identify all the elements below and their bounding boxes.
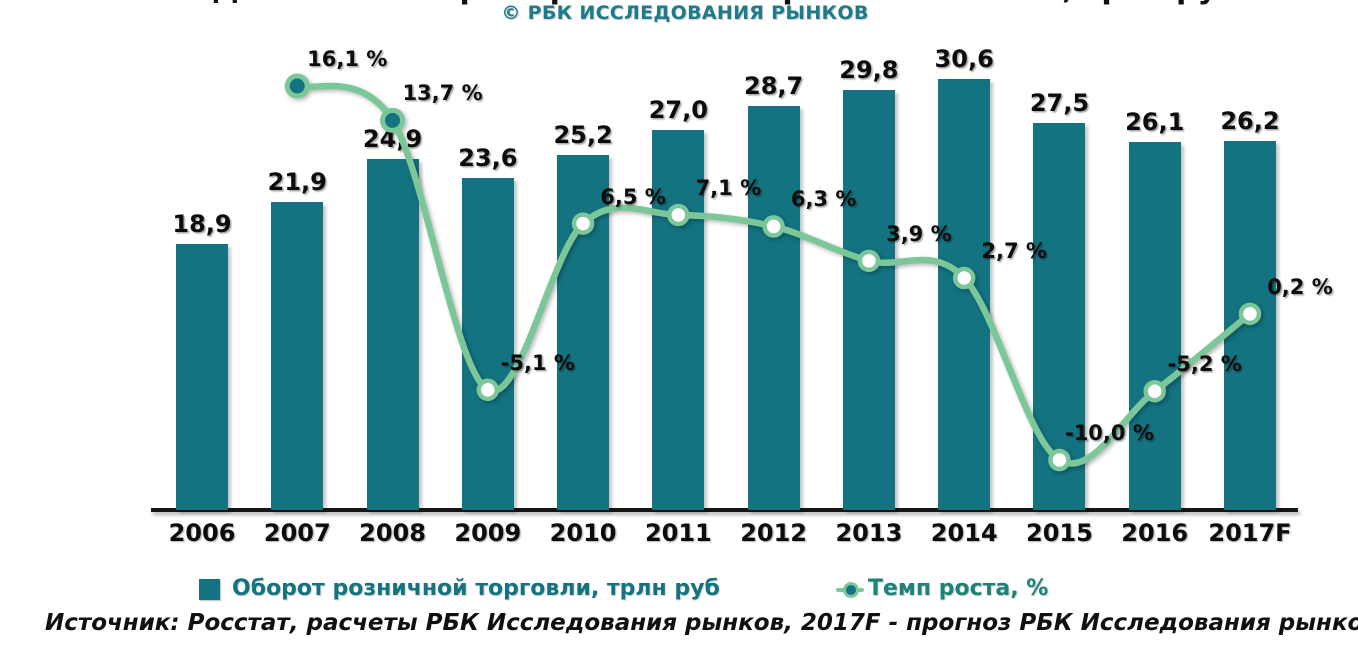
bar-2008 — [366, 159, 419, 510]
bar-value-label: 24,9 — [362, 125, 423, 154]
bar-2016 — [1128, 142, 1181, 510]
x-axis-label: 2011 — [644, 519, 712, 547]
x-axis-label: 2016 — [1121, 519, 1189, 547]
growth-value-label: 2,7 % — [981, 239, 1047, 264]
bar-value-label: 27,5 — [1029, 88, 1090, 117]
x-axis-label: 2017F — [1208, 519, 1292, 547]
growth-value-label: 7,1 % — [695, 175, 762, 200]
growth-value-label: 16,1 % — [307, 47, 388, 71]
bar-value-label: 28,7 — [744, 71, 804, 100]
x-axis-label: 2008 — [359, 519, 426, 547]
x-axis-line — [151, 508, 1298, 512]
bar-value-label: 26,2 — [1220, 106, 1280, 135]
x-axis-label: 2012 — [740, 519, 808, 547]
bar-2007 — [271, 201, 324, 510]
bar-value-label: 21,9 — [267, 167, 327, 196]
growth-value-label: -5,2 % — [1167, 352, 1242, 377]
growth-value-label: -10,0 % — [1064, 421, 1154, 445]
bar-2015 — [1033, 122, 1086, 510]
growth-value-label: 6,5 % — [600, 184, 666, 209]
source-note: Источник: Росстат, расчеты РБК Исследова… — [45, 610, 1358, 636]
bar-2013 — [842, 90, 895, 510]
x-axis-label: 2014 — [930, 519, 998, 547]
clipped-chart-title-text: Динамика оборота розничной торговли в Ро… — [150, 0, 1300, 6]
legend-bar-label: Оборот розничной торговли, трлн руб — [232, 576, 720, 601]
growth-value-label: 6,3 % — [790, 187, 857, 212]
legend-line-dot-icon — [843, 582, 859, 598]
x-axis-label: 2010 — [549, 519, 617, 547]
x-axis-label: 2007 — [263, 519, 331, 547]
chart-subtitle: © РБК ИССЛЕДОВАНИЯ РЫНКОВ — [501, 2, 869, 24]
bar-2009 — [461, 177, 514, 510]
growth-value-label: -5,1 % — [500, 350, 575, 375]
bar-value-label: 25,2 — [553, 121, 613, 150]
legend-line-label: Темп роста, % — [868, 576, 1049, 601]
bar-value-label: 23,6 — [458, 143, 518, 172]
bar-value-label: 26,1 — [1125, 108, 1185, 137]
clipped-chart-title: Динамика оборота розничной торговли в Ро… — [150, 0, 1300, 8]
x-axis-label: 2009 — [454, 519, 522, 547]
x-axis-label: 2015 — [1026, 519, 1093, 547]
bar-value-label: 18,9 — [172, 209, 232, 238]
bar-value-label: 29,8 — [839, 56, 899, 85]
bar-2017F — [1223, 140, 1276, 510]
bar-2006 — [176, 243, 228, 510]
x-axis-label: 2006 — [168, 519, 236, 547]
bar-2014 — [938, 79, 991, 510]
growth-point-marker — [284, 73, 310, 99]
growth-value-label: 13,7 % — [402, 81, 483, 106]
legend-bar-swatch — [199, 579, 220, 600]
bar-2012 — [747, 105, 800, 510]
x-axis-label: 2013 — [835, 519, 903, 547]
bar-value-label: 27,0 — [648, 95, 708, 124]
growth-value-label: 0,2 % — [1267, 274, 1333, 299]
bar-value-label: 30,6 — [934, 45, 994, 73]
growth-value-label: 3,9 % — [886, 221, 952, 246]
